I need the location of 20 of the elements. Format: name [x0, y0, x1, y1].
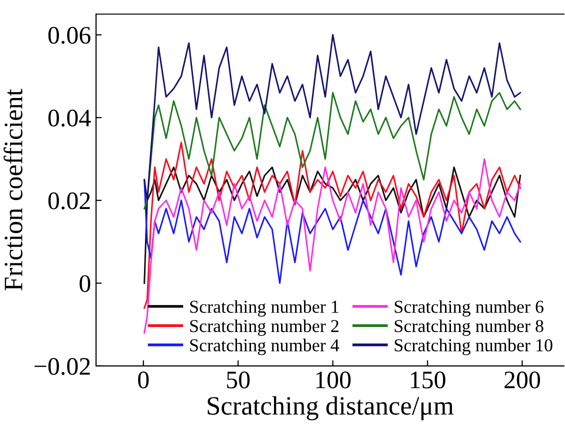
y-tick-label: 0.04 — [48, 110, 91, 127]
legend-label: Scratching number 8 — [394, 319, 544, 336]
legend-label: Scratching number 1 — [190, 300, 338, 317]
x-tick-label: 100 — [316, 372, 351, 388]
line-series — [144, 92, 522, 210]
x-tick-label: 150 — [410, 372, 446, 388]
y-axis-title: Friction coefficient — [4, 88, 22, 291]
line-series — [144, 34, 522, 202]
y-tick-label: 0.06 — [48, 26, 90, 44]
legend-label: Scratching number 2 — [190, 319, 338, 336]
y-tick-label: 0.02 — [48, 192, 90, 210]
y-tick-label: 0 — [80, 275, 90, 292]
legend-label: Scratching number 10 — [394, 338, 552, 356]
legend-label: Scratching number 4 — [190, 338, 340, 356]
y-tick-label: −0.02 — [34, 358, 90, 375]
x-tick-label: 200 — [504, 372, 540, 388]
x-tick-label: 50 — [227, 372, 250, 388]
legend-label: Scratching number 6 — [394, 300, 544, 317]
x-tick-label: 0 — [138, 372, 149, 388]
x-axis-title: Scratching distance/μm — [208, 396, 454, 420]
